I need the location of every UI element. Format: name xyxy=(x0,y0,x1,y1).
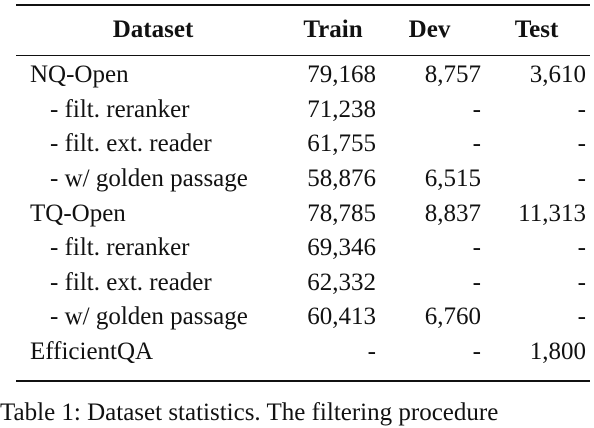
dev-count: - xyxy=(472,338,481,366)
table-bottom-rule xyxy=(16,380,590,382)
train-count: 78,785 xyxy=(307,199,376,227)
train-count: 71,238 xyxy=(307,95,376,123)
dataset-name: - w/ golden passage xyxy=(50,165,248,193)
test-count: - xyxy=(577,165,586,193)
dev-count: - xyxy=(472,234,481,262)
train-count: 58,876 xyxy=(307,165,376,193)
dataset-name: - filt. ext. reader xyxy=(50,130,212,158)
table-row-nq-filt-reranker: - filt. reranker 71,238 - - xyxy=(16,93,590,128)
table-row-tq-filt-reranker: - filt. reranker 69,346 - - xyxy=(16,231,590,266)
test-count: - xyxy=(577,303,586,331)
table-caption: Table 1: Dataset statistics. The filteri… xyxy=(0,399,499,426)
dev-count: - xyxy=(472,95,481,123)
dev-count: 8,837 xyxy=(424,199,481,227)
table-header-rule xyxy=(16,55,590,56)
train-count: - xyxy=(367,338,376,366)
table-top-rule xyxy=(16,4,590,6)
train-count: 79,168 xyxy=(307,61,376,89)
dev-count: 6,760 xyxy=(424,303,481,331)
table-row-tq-golden-passage: - w/ golden passage 60,413 6,760 - xyxy=(16,300,590,335)
test-count: - xyxy=(577,130,586,158)
dataset-name: EfficientQA xyxy=(30,338,154,366)
header-test: Test xyxy=(514,15,559,43)
header-train: Train xyxy=(303,15,363,43)
dev-count: 6,515 xyxy=(424,165,481,193)
dataset-name: - filt. ext. reader xyxy=(50,268,212,296)
train-count: 61,755 xyxy=(307,130,376,158)
test-count: 1,800 xyxy=(529,338,586,366)
dataset-name: - filt. reranker xyxy=(50,95,190,123)
dev-count: - xyxy=(472,268,481,296)
test-count: 11,313 xyxy=(518,199,586,227)
table-row-nq-filt-ext-reader: - filt. ext. reader 61,755 - - xyxy=(16,127,590,162)
test-count: - xyxy=(577,268,586,296)
dataset-name: TQ-Open xyxy=(30,199,126,227)
table-row-tq-filt-ext-reader: - filt. ext. reader 62,332 - - xyxy=(16,266,590,301)
dev-count: - xyxy=(472,130,481,158)
table-row-efficientqa: EfficientQA - - 1,800 xyxy=(16,335,590,370)
train-count: 60,413 xyxy=(307,303,376,331)
train-count: 62,332 xyxy=(307,268,376,296)
test-count: - xyxy=(577,234,586,262)
train-count: 69,346 xyxy=(307,234,376,262)
table-row-tq-open: TQ-Open 78,785 8,837 11,313 xyxy=(16,196,590,231)
dataset-name: - w/ golden passage xyxy=(50,303,248,331)
table-row-nq-open: NQ-Open 79,168 8,757 3,610 xyxy=(16,58,590,93)
header-row: Dataset Train Dev Test xyxy=(16,4,590,55)
table-row-nq-golden-passage: - w/ golden passage 58,876 6,515 - xyxy=(16,162,590,197)
table-header: Dataset Train Dev Test xyxy=(16,4,590,55)
test-count: - xyxy=(577,95,586,123)
dataset-name: - filt. reranker xyxy=(50,234,190,262)
header-dev: Dev xyxy=(408,15,451,43)
dataset-name: NQ-Open xyxy=(30,61,129,89)
statistics-table-body: NQ-Open 79,168 8,757 3,610 - filt. reran… xyxy=(16,58,590,369)
header-dataset: Dataset xyxy=(112,15,194,43)
test-count: 3,610 xyxy=(529,61,586,89)
dev-count: 8,757 xyxy=(424,61,481,89)
